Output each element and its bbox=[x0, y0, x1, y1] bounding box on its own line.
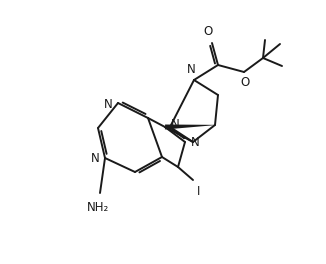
Text: NH₂: NH₂ bbox=[87, 201, 109, 214]
Text: N: N bbox=[186, 63, 195, 76]
Polygon shape bbox=[165, 125, 215, 130]
Text: I: I bbox=[197, 185, 200, 198]
Text: N: N bbox=[104, 98, 113, 111]
Text: N: N bbox=[191, 135, 200, 148]
Text: N: N bbox=[171, 119, 180, 131]
Text: N: N bbox=[91, 153, 100, 166]
Text: O: O bbox=[240, 76, 250, 89]
Text: O: O bbox=[203, 25, 213, 38]
